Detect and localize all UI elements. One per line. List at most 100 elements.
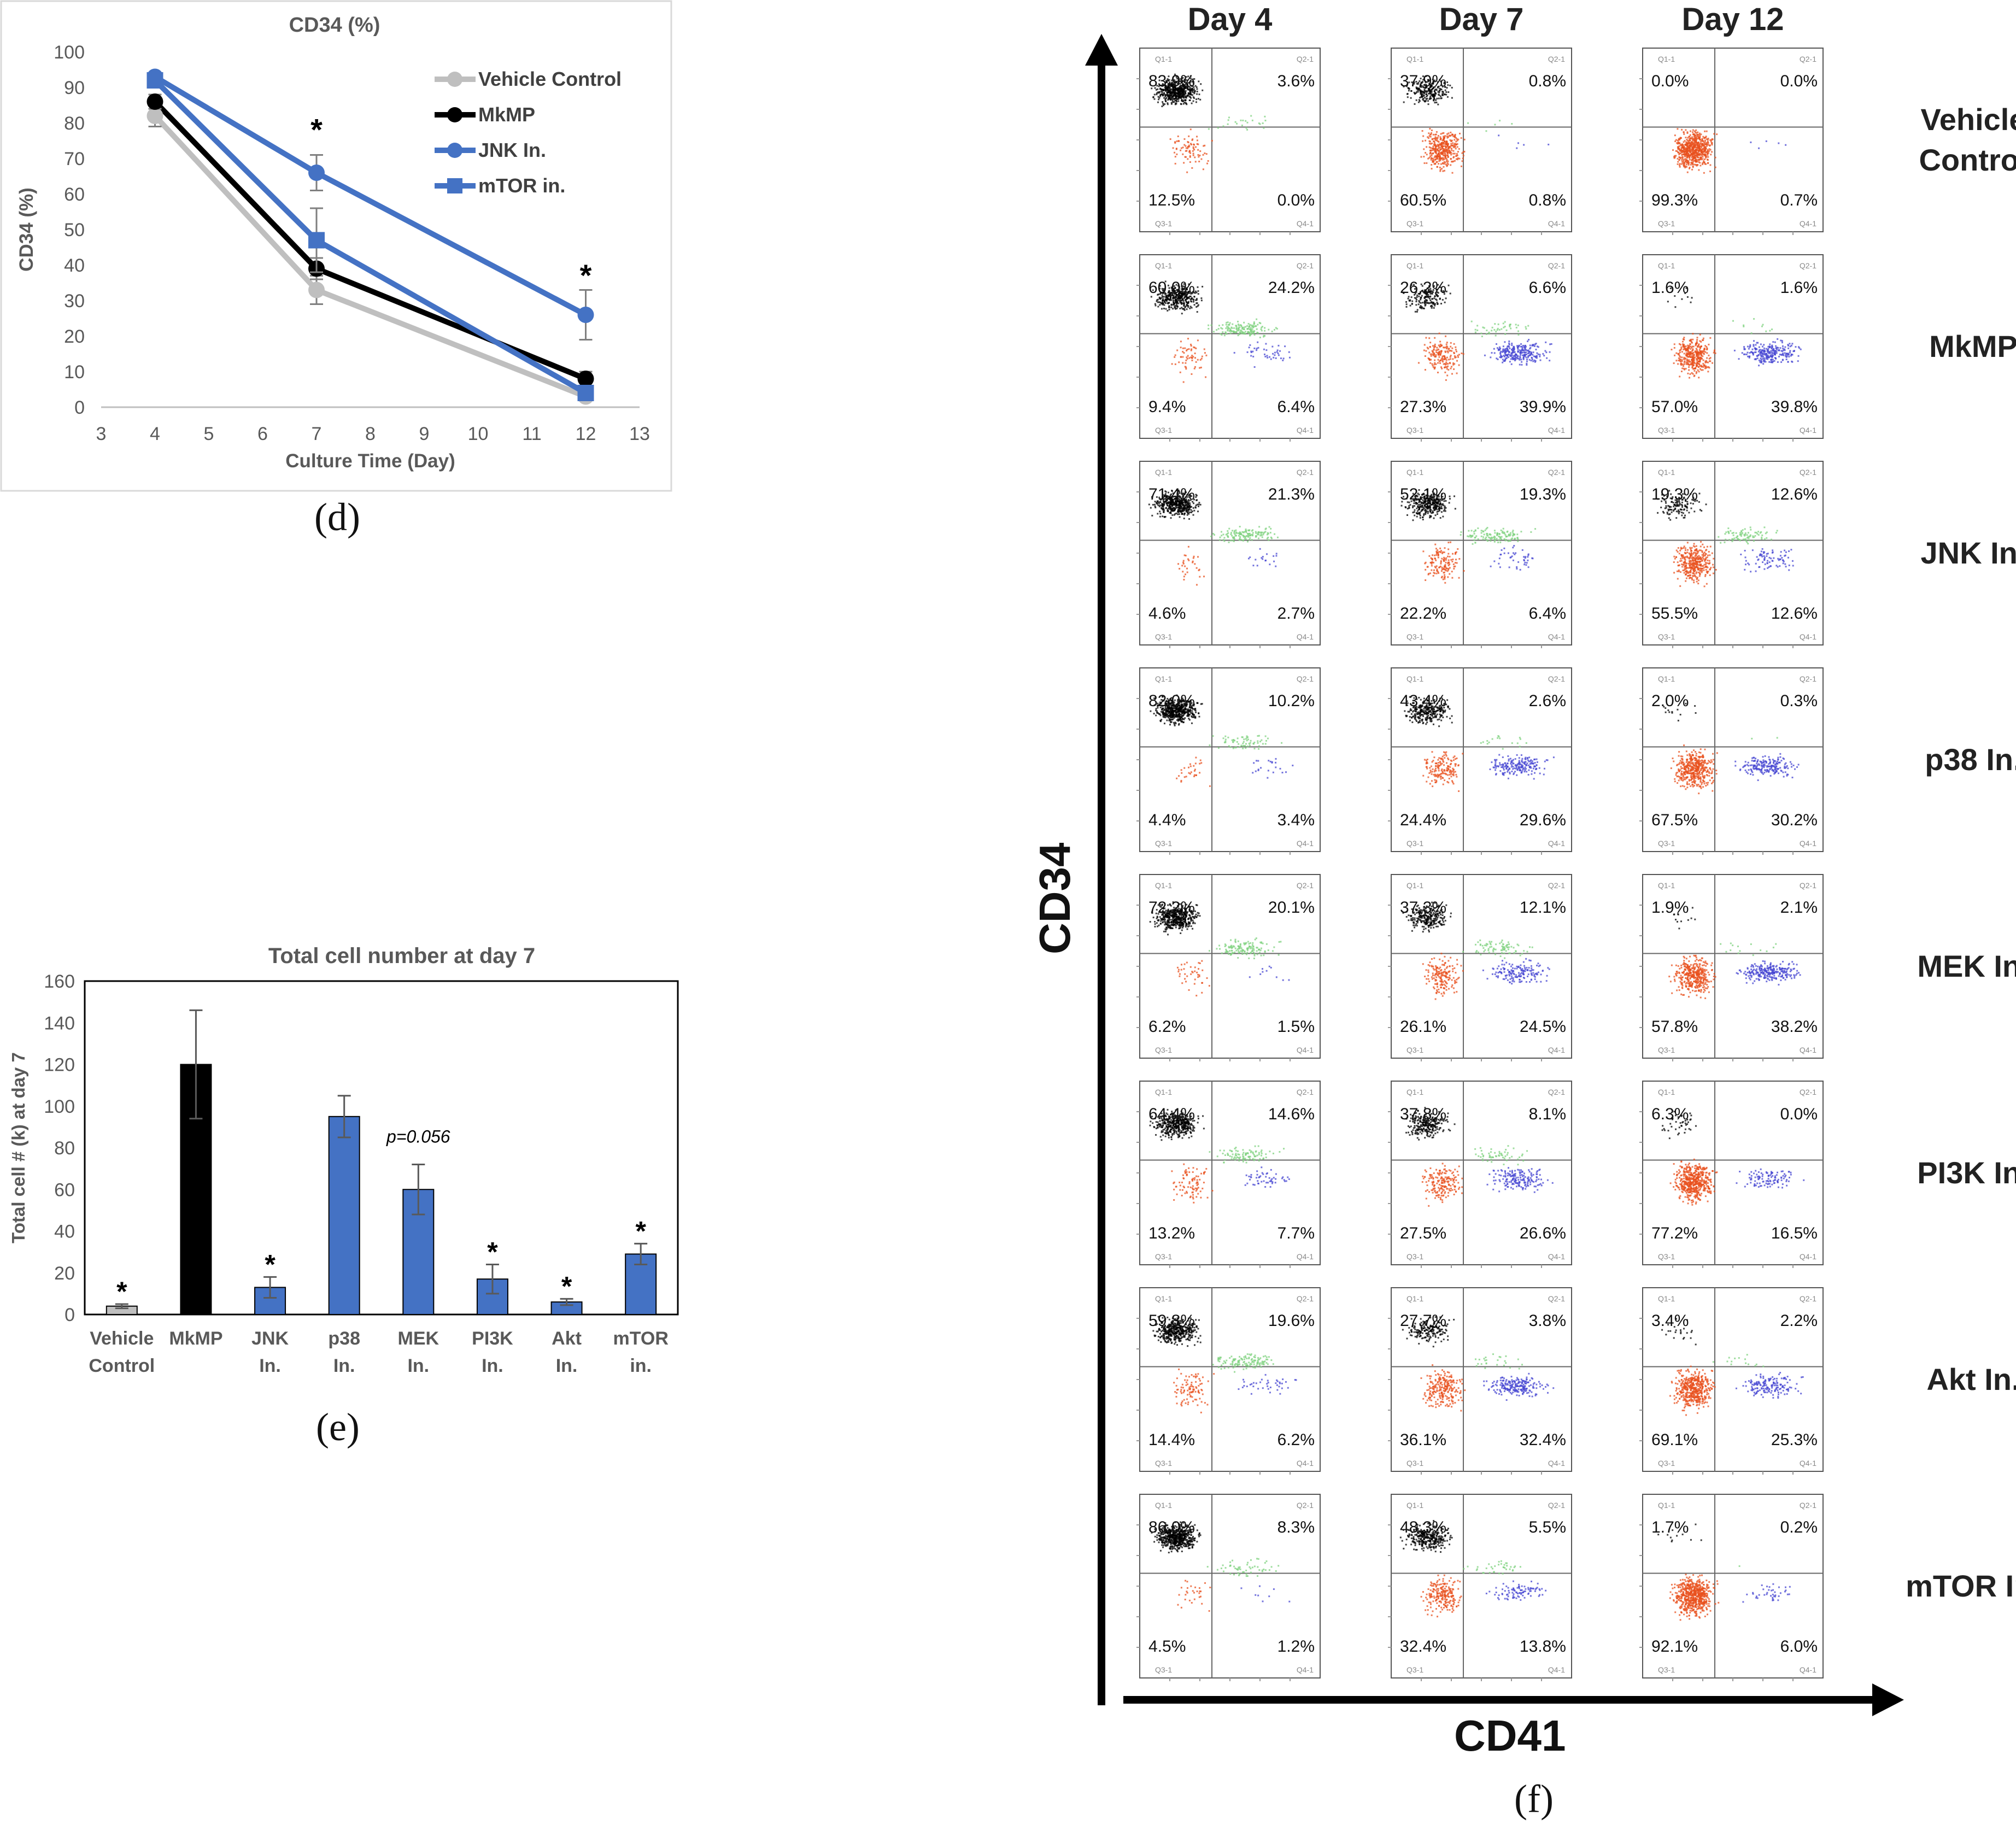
event-dot [1433, 90, 1435, 92]
event-dot [1439, 346, 1441, 348]
event-dot [1222, 331, 1224, 333]
event-dot [1695, 348, 1697, 350]
event-dot [1180, 506, 1182, 508]
event-dot [1422, 140, 1424, 142]
event-dot [1187, 142, 1189, 144]
event-dot [1698, 144, 1701, 146]
event-dot [1448, 348, 1450, 350]
event-dot [1167, 102, 1169, 104]
event-dot [1459, 132, 1461, 134]
event-dot [1445, 363, 1447, 365]
event-dot [1434, 367, 1436, 369]
event-dot [1200, 158, 1203, 160]
event-dot [1187, 558, 1189, 560]
event-dot [1237, 532, 1239, 535]
event-dot [1255, 325, 1257, 327]
event-dot [1195, 494, 1197, 496]
event-dot [1434, 337, 1436, 339]
event-dot [1233, 351, 1235, 354]
event-dot [1180, 149, 1182, 151]
event-dot [1684, 360, 1686, 362]
event-dot [1185, 362, 1187, 364]
event-dot [1428, 92, 1430, 95]
event-dot [1256, 565, 1258, 567]
quadrant-name: Q4-1 [1297, 426, 1314, 435]
event-dot [1778, 142, 1780, 144]
event-dot [1447, 143, 1449, 145]
event-dot [1702, 366, 1704, 368]
event-dot [1678, 353, 1680, 355]
event-dot [1183, 508, 1186, 510]
event-dot [1407, 297, 1409, 300]
event-dot [1490, 356, 1492, 359]
event-dot [1233, 327, 1235, 329]
quadrant-percent: 27.3% [1400, 398, 1446, 416]
event-dot [1183, 138, 1186, 140]
event-dot [1770, 359, 1772, 361]
event-dot [1433, 307, 1435, 309]
quadrant-percent: 71.4% [1148, 485, 1195, 503]
event-dot [1771, 355, 1773, 357]
event-dot [1451, 347, 1454, 349]
event-dot [1424, 97, 1426, 99]
event-dot [1442, 92, 1444, 94]
event-dot [1690, 150, 1692, 152]
event-dot [1178, 513, 1180, 515]
event-dot [1248, 331, 1250, 333]
event-dot [1432, 161, 1434, 163]
event-dot [1421, 130, 1423, 132]
event-dot [1167, 309, 1169, 312]
event-dot [1415, 301, 1417, 303]
event-dot [1444, 141, 1446, 143]
event-dot [1229, 332, 1232, 334]
event-dot [1435, 299, 1438, 301]
event-dot [1194, 563, 1196, 565]
event-dot [1698, 349, 1701, 351]
event-dot [1265, 349, 1268, 351]
event-dot [1282, 359, 1284, 361]
event-dot [1198, 503, 1200, 506]
event-dot [1711, 151, 1713, 153]
event-dot [1183, 93, 1186, 95]
event-dot [1702, 163, 1704, 166]
event-dot [1681, 367, 1684, 369]
event-dot [1695, 129, 1697, 131]
event-dot [1451, 373, 1453, 375]
event-dot [1159, 510, 1161, 513]
event-dot [1450, 152, 1452, 154]
event-dot [1416, 309, 1419, 311]
event-dot [1456, 372, 1458, 374]
event-dot [1777, 361, 1779, 363]
x-tick-label: 9 [419, 424, 430, 444]
event-dot [1704, 367, 1706, 369]
event-dot [1781, 340, 1783, 342]
event-dot [1684, 143, 1686, 145]
event-dot [1699, 333, 1701, 336]
event-dot [1252, 565, 1255, 567]
event-dot [1444, 357, 1446, 359]
event-dot [1159, 515, 1161, 518]
event-dot [1514, 360, 1516, 362]
quadrant-name: Q3-1 [1155, 219, 1172, 228]
event-dot [1698, 133, 1700, 136]
event-dot [1759, 349, 1761, 351]
event-dot [1175, 148, 1177, 150]
event-dot [1187, 512, 1189, 514]
event-dot [1704, 139, 1706, 142]
event-dot [1197, 510, 1199, 513]
event-dot [1697, 362, 1699, 365]
event-dot [1534, 345, 1536, 347]
event-dot [1184, 347, 1186, 349]
event-dot [1251, 530, 1253, 532]
event-dot [1795, 346, 1797, 348]
event-dot [1421, 95, 1423, 97]
event-dot [1510, 363, 1513, 365]
plot-area-border [84, 980, 679, 1316]
category-label: MkMP [169, 1328, 222, 1349]
event-dot [1191, 139, 1193, 141]
event-dot [1450, 148, 1452, 150]
event-dot [1535, 355, 1537, 357]
event-dot [1519, 357, 1521, 359]
event-dot [1692, 338, 1694, 341]
